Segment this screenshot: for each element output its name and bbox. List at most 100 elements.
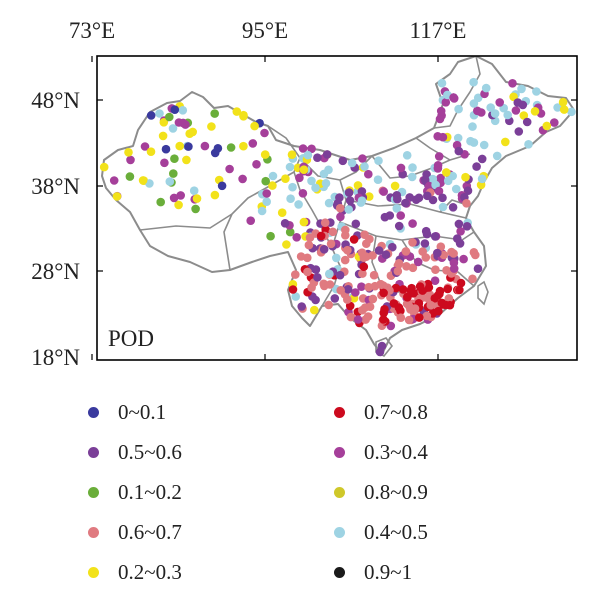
station-dot	[396, 313, 406, 323]
station-dot	[454, 104, 463, 114]
station-dot	[447, 247, 456, 257]
station-dot	[508, 79, 517, 88]
station-dot	[393, 266, 403, 276]
station-dot	[433, 164, 443, 173]
lon-tick-117: 117°E	[410, 18, 467, 43]
station-dot	[407, 172, 417, 182]
station-dot	[408, 163, 417, 172]
station-dot	[176, 191, 185, 200]
station-dot	[430, 232, 440, 241]
lat-tick-38: 38°N	[31, 174, 80, 199]
station-dot	[109, 176, 119, 185]
station-dot	[189, 186, 199, 195]
station-dot	[402, 151, 412, 160]
legend-swatch	[88, 406, 99, 418]
station-dot	[501, 137, 510, 147]
station-dot	[124, 148, 133, 157]
station-dot	[481, 83, 491, 93]
station-dot	[461, 172, 470, 182]
station-dot	[260, 150, 270, 159]
station-dot	[319, 245, 329, 254]
lat-tick-28: 28°N	[31, 259, 80, 284]
station-dot	[159, 118, 169, 127]
station-dot	[288, 182, 297, 192]
station-dot	[468, 274, 477, 284]
station-dot	[345, 196, 355, 205]
station-dot	[311, 265, 321, 274]
station-dot	[232, 107, 242, 116]
station-dot	[138, 176, 148, 185]
station-dot	[524, 140, 533, 149]
station-dot	[146, 111, 156, 120]
legend-item-0.4-0.5: 0.4~0.5	[334, 518, 428, 546]
station-dot	[393, 194, 402, 204]
station-dot	[357, 248, 367, 257]
station-dot	[469, 77, 478, 87]
station-dot	[437, 78, 447, 88]
station-dot	[343, 285, 353, 294]
station-dot	[158, 131, 168, 141]
station-dot	[165, 177, 175, 186]
taiwan-island	[477, 280, 489, 306]
legend-label: 0.2~0.3	[118, 559, 182, 584]
station-dot	[225, 164, 234, 174]
station-dot	[257, 206, 267, 216]
station-dot	[307, 144, 316, 154]
station-dot	[321, 179, 331, 188]
station-dot	[291, 292, 301, 301]
lat-tick-18: 18°N	[31, 345, 80, 370]
station-dot	[182, 155, 191, 165]
station-dot	[374, 156, 383, 165]
station-dot	[298, 144, 308, 153]
station-dot	[374, 246, 384, 255]
legend-swatch	[88, 526, 99, 538]
station-dot	[351, 288, 360, 297]
station-dot	[486, 103, 496, 112]
station-dot	[434, 186, 444, 196]
station-dot	[390, 181, 400, 191]
station-dot	[178, 106, 188, 115]
station-dot	[239, 141, 248, 151]
station-dot	[469, 248, 479, 257]
station-dot	[473, 264, 483, 274]
station-dot	[410, 304, 420, 313]
station-dot	[324, 300, 334, 310]
station-dot	[381, 250, 391, 259]
station-dot	[346, 312, 356, 322]
station-dot	[125, 172, 135, 181]
legend-item-0.8-0.9: 0.8~0.9	[334, 478, 428, 506]
station-dot	[469, 138, 479, 147]
station-dot	[351, 219, 361, 229]
station-dot	[305, 233, 315, 242]
station-dot	[99, 162, 109, 172]
station-dot	[550, 118, 559, 127]
station-dot	[325, 269, 334, 279]
station-dot	[453, 234, 462, 243]
station-dot	[326, 239, 336, 249]
legend-swatch	[334, 406, 345, 418]
station-dot	[287, 150, 297, 159]
station-dot	[423, 191, 432, 201]
legend-label: 0.9~1	[364, 559, 413, 584]
station-dot	[239, 112, 248, 121]
station-dot	[328, 227, 338, 237]
station-dot	[322, 150, 332, 159]
station-dot	[175, 141, 184, 151]
station-dot	[266, 231, 275, 241]
station-dot	[262, 197, 272, 206]
station-dot	[421, 226, 431, 236]
station-dot	[324, 198, 334, 208]
legend-label: 0.6~0.7	[118, 519, 182, 544]
station-dot	[169, 169, 178, 178]
station-dot	[169, 193, 179, 203]
station-dot	[389, 299, 399, 308]
station-dot	[320, 218, 330, 227]
station-dot	[363, 312, 373, 321]
station-dot	[472, 162, 481, 171]
station-dot	[299, 165, 309, 174]
station-dot	[401, 198, 410, 208]
station-dot	[304, 240, 314, 250]
legend-item-0.5-0.6: 0.5~0.6	[88, 438, 182, 466]
station-dot	[422, 311, 432, 321]
